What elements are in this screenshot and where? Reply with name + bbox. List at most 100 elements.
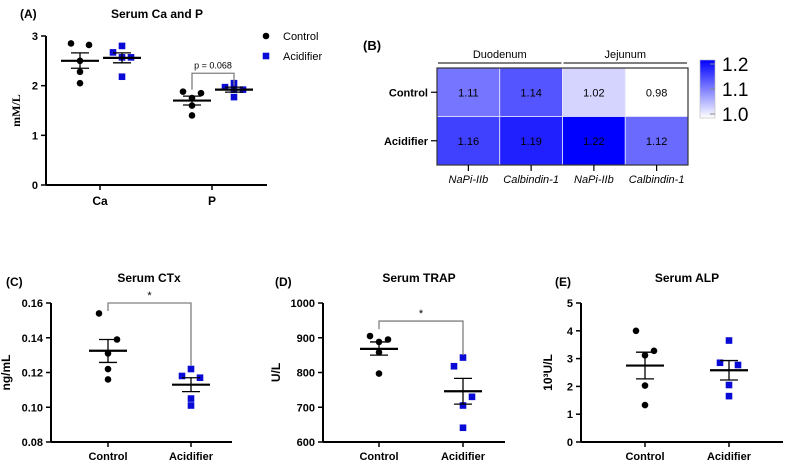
panel-b: (B) 1.11 1.14 1.02 0.98 1.16 1.19 1.22 1.12 Contr… <box>363 38 748 186</box>
acidifier-point <box>178 372 186 380</box>
panel-c: 0.08 0.10 0.12 0.14 0.16 (C) Serum CTx ng/mL Con… <box>0 271 232 463</box>
heatmap-cell <box>624 116 689 166</box>
control-point <box>76 68 84 76</box>
heatmap-cell <box>436 116 501 166</box>
y-tick-label: 0 <box>32 180 38 192</box>
acidifier-point <box>725 337 733 344</box>
control-point <box>104 376 112 383</box>
y-tick-label: 4 <box>567 326 574 338</box>
control-point <box>95 310 103 317</box>
chart-title: Serum CTx <box>117 271 181 285</box>
acidifier-point <box>118 42 126 50</box>
panel-d: 600 700 800 900 1000 (D) Serum TRAP U/L Control A… <box>269 271 505 463</box>
acidifier-point <box>459 424 467 432</box>
panel-e: 0 1 2 3 4 5 (E) Serum ALP 10³U/L Control Acidifier <box>541 271 783 463</box>
chart-title: Serum Ca and P <box>111 7 203 21</box>
control-point <box>67 40 75 47</box>
acidifier-point <box>187 395 195 402</box>
heatmap-cell <box>562 116 626 166</box>
control-point <box>76 79 84 87</box>
y-tick-label: 3 <box>567 354 573 366</box>
y-tick-label: 2 <box>32 81 38 93</box>
y-tick-label: 3 <box>32 31 38 43</box>
legend-entry: Control <box>283 31 318 43</box>
y-tick-label: 0.12 <box>22 368 43 380</box>
y-tick-label: 800 <box>297 368 315 380</box>
heatmap-cell <box>499 116 563 166</box>
significance-star: * <box>147 290 152 302</box>
x-tick-label: P <box>208 194 216 208</box>
x-tick-label: Acidifier <box>169 451 214 463</box>
panel-label: (A) <box>20 7 37 21</box>
column-label: NaPi-IIb <box>449 174 489 186</box>
heatmap-value: 1.02 <box>583 87 604 99</box>
control-point <box>641 382 649 389</box>
control-point <box>188 112 196 119</box>
acidifier-point <box>725 381 733 389</box>
legend-control-marker <box>262 32 270 40</box>
acidifier-point <box>230 93 238 101</box>
acidifier-point <box>187 402 195 409</box>
significance-bracket <box>107 302 192 366</box>
y-tick-label: 0.16 <box>22 298 43 310</box>
y-tick-label: 0.14 <box>22 333 44 345</box>
y-axis-label: 10³U/L <box>541 354 555 391</box>
control-point <box>375 370 383 377</box>
panel-a: 0 1 2 3 (A) Serum Ca and P mM/L Ca Pp = 0.068 Con… <box>9 7 322 208</box>
control-point <box>650 347 658 355</box>
x-tick-label: Acidifier <box>441 451 486 463</box>
heatmap-value: 1.11 <box>458 87 479 99</box>
y-tick-label: 0 <box>567 437 573 449</box>
control-point <box>197 89 205 97</box>
x-tick-label: Control <box>359 451 398 463</box>
acidifier-point <box>459 354 467 361</box>
heatmap-value: 1.12 <box>646 136 667 148</box>
heatmap-value: 0.98 <box>646 87 667 99</box>
chart-title: Serum TRAP <box>382 271 455 285</box>
x-tick-label: Control <box>88 451 127 463</box>
p-value-annotation: p = 0.068 <box>194 60 232 70</box>
control-point <box>85 41 93 49</box>
heatmap-value: 1.14 <box>520 87 541 99</box>
significance-bracket <box>378 320 464 356</box>
legend-entry: Acidifier <box>283 51 322 63</box>
y-tick-label: 2 <box>567 381 573 393</box>
panel-label: (C) <box>6 275 23 289</box>
y-tick-label: 0.10 <box>22 402 43 414</box>
colorbar-tick-label: 1.2 <box>722 55 748 76</box>
y-tick-label: 700 <box>297 402 315 414</box>
control-point <box>104 365 112 373</box>
column-group-label: Duodenum <box>473 49 527 61</box>
control-point <box>384 336 392 343</box>
heatmap-value: 1.19 <box>520 136 541 148</box>
y-tick-label: 0.08 <box>22 437 43 449</box>
control-point <box>641 401 649 409</box>
heatmap-value: 1.22 <box>583 136 604 148</box>
control-point <box>179 88 187 95</box>
y-axis-label: U/L <box>269 363 283 382</box>
row-label: Acidifier <box>384 136 429 148</box>
column-label: NaPi-IIb <box>574 174 614 186</box>
y-tick-label: 900 <box>297 333 315 345</box>
acidifier-point <box>459 402 467 409</box>
acidifier-point <box>734 361 742 369</box>
y-tick-label: 1 <box>567 409 573 421</box>
panel-label: (E) <box>555 275 571 289</box>
heatmap-border <box>436 67 689 166</box>
panel-label: (D) <box>275 275 292 289</box>
acidifier-point <box>187 365 195 373</box>
acidifier-point <box>468 393 476 401</box>
y-tick-label: 5 <box>567 298 573 310</box>
acidifier-point <box>118 73 126 81</box>
y-axis-label: mM/L <box>9 94 23 127</box>
acidifier-point <box>450 362 458 370</box>
heatmap-cell <box>624 67 689 117</box>
x-tick-label: Acidifier <box>707 451 752 463</box>
column-label: Calbindin-1 <box>629 174 685 186</box>
heatmap-value: 1.16 <box>458 136 479 148</box>
y-tick-label: 1 <box>32 130 38 142</box>
y-axis-label: ng/mL <box>0 355 13 391</box>
y-tick-label: 600 <box>297 437 315 449</box>
colorbar-tick-label: 1.0 <box>722 105 748 126</box>
